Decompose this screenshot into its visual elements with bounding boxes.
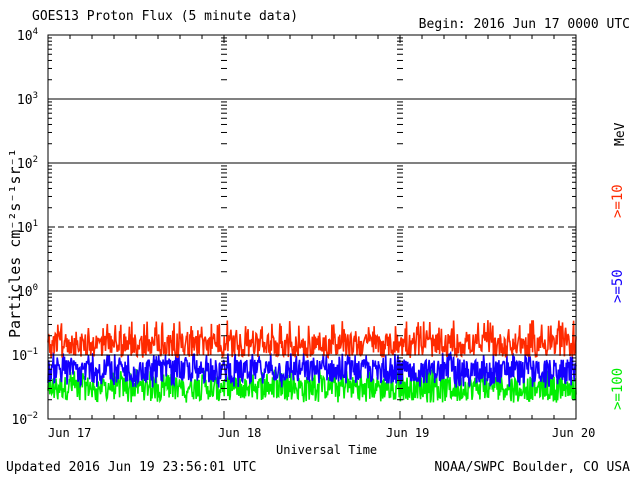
y-tick-label: 101 [17, 219, 38, 236]
legend-ge10: >=10 [610, 184, 626, 218]
y-tick-label: 10−2 [12, 411, 39, 428]
x-tick-label: Jun 18 [218, 426, 262, 440]
x-tick-label: Jun 17 [48, 426, 92, 440]
series-line-ge100 [47, 369, 577, 404]
grid-layer [48, 98, 576, 356]
x-axis-label: Universal Time [276, 443, 378, 457]
y-tick-label: 103 [17, 91, 38, 108]
updated-timestamp: Updated 2016 Jun 19 23:56:01 UTC [6, 460, 257, 475]
y-tick-label: 10−1 [12, 347, 39, 364]
series-line-ge50 [47, 350, 577, 389]
y-axis-label: Particles cm⁻²s⁻¹sr⁻¹ [6, 148, 24, 338]
y-tick-label: 104 [17, 27, 38, 44]
y-tick-label: 100 [17, 283, 38, 300]
legend-ge50: >=50 [610, 269, 626, 303]
legend-ge100: >=100 [610, 367, 626, 410]
chart-title: GOES13 Proton Flux (5 minute data) [32, 9, 299, 24]
series-layer [47, 320, 577, 404]
y-tick-label: 102 [17, 155, 38, 172]
x-tick-label: Jun 19 [386, 426, 430, 440]
series-line-ge10 [47, 320, 577, 359]
energy-unit-label: MeV [613, 122, 628, 146]
credit-label: NOAA/SWPC Boulder, CO USA [434, 460, 630, 475]
begin-time-label: Begin: 2016 Jun 17 0000 UTC [418, 17, 630, 32]
y-tick-layer: 10−2 10−1 100 101 102 103 104 [12, 27, 577, 428]
x-tick-label: Jun 20 [552, 426, 596, 440]
